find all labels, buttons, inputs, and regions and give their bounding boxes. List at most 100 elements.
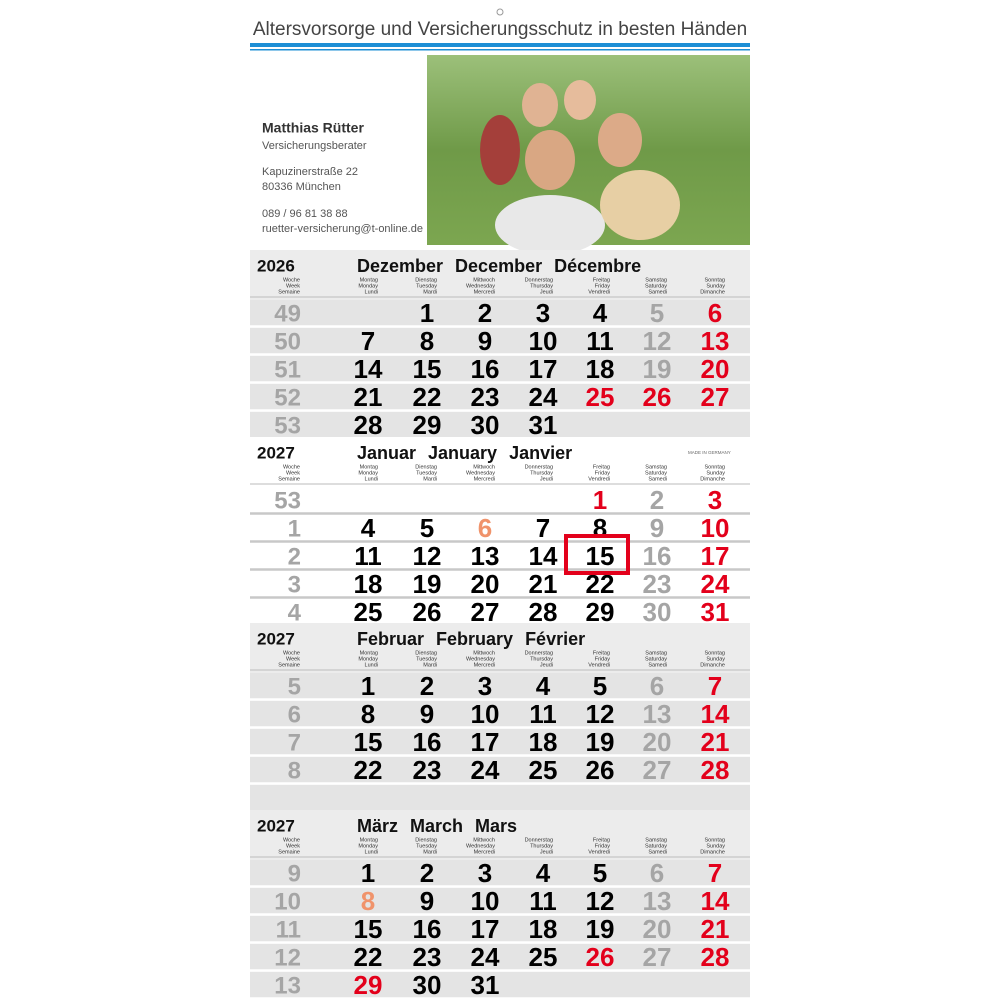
day: 31 [701, 597, 730, 627]
day: 30 [471, 410, 500, 440]
day: 28 [529, 597, 558, 627]
weekday-label: Freitag [593, 464, 610, 470]
weekday-label: Semaine [278, 662, 300, 668]
weekday-label: Mercredi [474, 476, 495, 482]
day: 25 [529, 942, 558, 972]
day: 24 [529, 382, 558, 412]
day: 6 [650, 671, 664, 701]
day: 11 [529, 699, 557, 729]
day: 26 [643, 382, 672, 412]
day: 29 [413, 410, 442, 440]
day: 9 [478, 326, 492, 356]
day: 21 [701, 914, 730, 944]
day: 26 [586, 942, 615, 972]
day: 14 [354, 354, 383, 384]
weekday-label: Vendredi [588, 289, 610, 295]
day: 14 [701, 886, 730, 916]
weekday-label: Dienstag [415, 650, 437, 656]
day: 22 [354, 755, 383, 785]
weekday-label: Monday [358, 656, 378, 662]
weekday-label: Samstag [645, 650, 667, 656]
week-row [250, 757, 750, 783]
day: 4 [593, 298, 608, 328]
day: 5 [420, 513, 434, 543]
weekday-label: Samedi [648, 849, 667, 855]
day: 28 [354, 410, 383, 440]
week-number: 49 [274, 300, 301, 327]
day: 22 [413, 382, 442, 412]
day: 20 [701, 354, 730, 384]
weekday-label: Tuesday [416, 656, 437, 662]
week-number: 9 [288, 860, 301, 887]
day: 2 [420, 671, 434, 701]
weekday-label: Semaine [278, 289, 300, 295]
weekday-label: Mardi [423, 849, 437, 855]
day: 1 [361, 858, 375, 888]
weekday-label: Semaine [278, 849, 300, 855]
day: 9 [420, 699, 434, 729]
weekday-label: Vendredi [588, 476, 610, 482]
weekday-label: Thursday [530, 283, 553, 289]
weekday-label: Tuesday [416, 470, 437, 476]
week-row [250, 860, 750, 886]
weekday-label: Saturday [645, 656, 667, 662]
day: 23 [413, 755, 442, 785]
weekday-label: Monday [358, 283, 378, 289]
weekday-label: Lundi [365, 476, 378, 482]
day: 28 [701, 942, 730, 972]
day: 13 [643, 886, 672, 916]
day: 26 [413, 597, 442, 627]
contact-email: ruetter-versicherung@t-online.de [262, 223, 423, 235]
day: 25 [354, 597, 383, 627]
weekday-label: Jeudi [540, 662, 553, 668]
contact-city: 80336 München [262, 181, 341, 193]
weekday-label: Woche [283, 650, 300, 656]
day: 18 [354, 569, 383, 599]
weekday-label: Dimanche [700, 289, 725, 295]
weekday-label: Sunday [706, 283, 725, 289]
week-number: 51 [274, 356, 301, 383]
weekday-label: Montag [360, 650, 378, 656]
month-name: Januar [357, 443, 416, 463]
day: 16 [643, 541, 672, 571]
today-marker [564, 534, 630, 575]
year: 2026 [257, 256, 295, 275]
day: 2 [420, 858, 434, 888]
day: 15 [586, 541, 615, 571]
day: 23 [413, 942, 442, 972]
contact-phone: 089 / 96 81 38 88 [262, 208, 348, 220]
day: 3 [478, 858, 492, 888]
weekday-label: Vendredi [588, 849, 610, 855]
day: 31 [529, 410, 558, 440]
weekday-label: Week [286, 470, 300, 476]
weekday-label: Thursday [530, 470, 553, 476]
weekday-label: Sunday [706, 470, 725, 476]
weekday-label: Saturday [645, 283, 667, 289]
weekday-label: Montag [360, 837, 378, 843]
day: 19 [586, 914, 615, 944]
day: 19 [643, 354, 672, 384]
day: 28 [701, 755, 730, 785]
weekday-label: Dienstag [415, 464, 437, 470]
day: 21 [529, 569, 558, 599]
weekday-label: Mittwoch [473, 464, 495, 470]
weekday-label: Sonntag [705, 277, 726, 283]
day: 21 [701, 727, 730, 757]
day: 7 [708, 671, 722, 701]
contact-title: Versicherungsberater [262, 140, 367, 152]
day: 15 [413, 354, 442, 384]
day: 1 [361, 671, 375, 701]
weekday-label: Lundi [365, 662, 378, 668]
weekday-label: Friday [595, 656, 611, 662]
day: 4 [361, 513, 376, 543]
day: 19 [586, 727, 615, 757]
day: 24 [471, 942, 500, 972]
day: 20 [471, 569, 500, 599]
day: 27 [643, 755, 672, 785]
contact-street: Kapuzinerstraße 22 [262, 166, 358, 178]
day: 16 [471, 354, 500, 384]
weekday-label: Donnerstag [525, 464, 553, 470]
day: 6 [650, 858, 664, 888]
weekday-label: Mercredi [474, 289, 495, 295]
day: 10 [701, 513, 730, 543]
